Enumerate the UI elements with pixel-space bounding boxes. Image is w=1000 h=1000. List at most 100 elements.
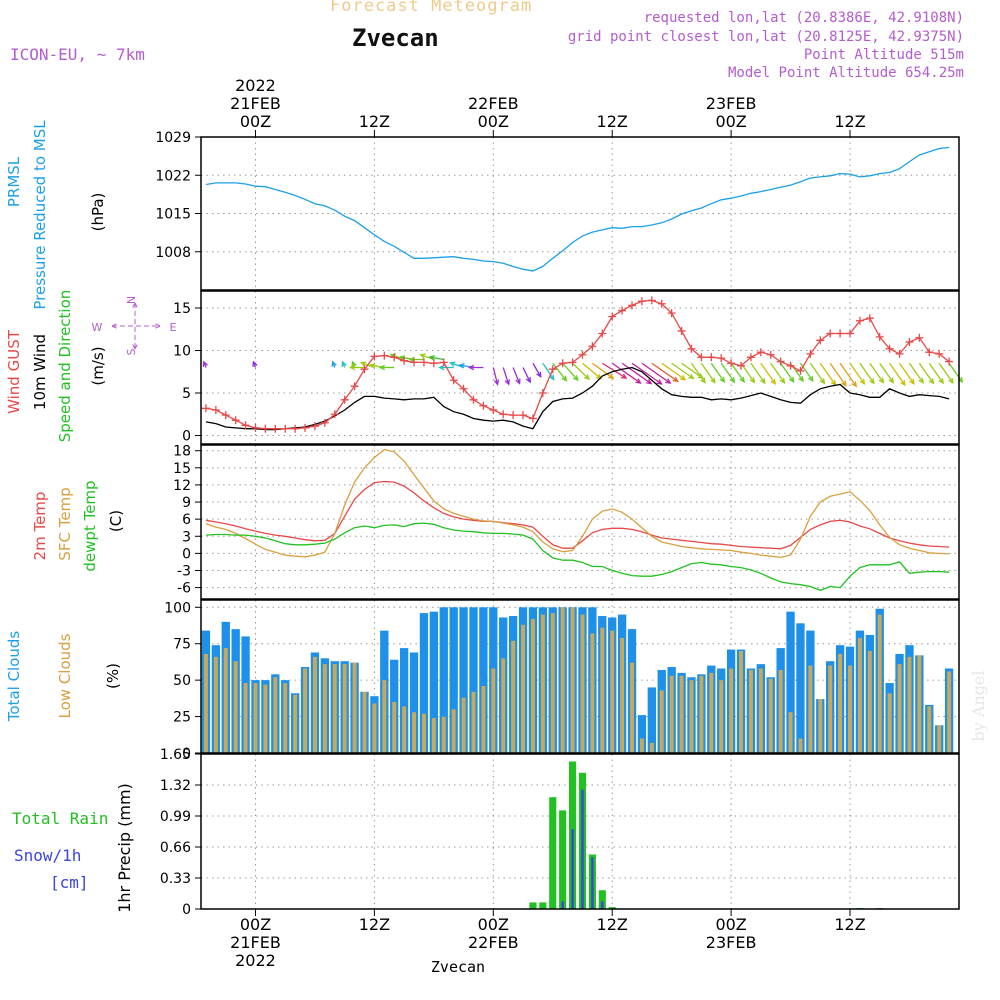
- gust-marker: [826, 329, 835, 338]
- low-cloud-bar: [828, 665, 833, 753]
- wind-arrow-head: [408, 356, 415, 363]
- low-cloud-bar: [352, 662, 357, 753]
- wind-arrow-head: [428, 355, 435, 361]
- low-cloud-bar: [332, 664, 337, 753]
- rain-bar: [539, 902, 547, 909]
- low-cloud-bar: [372, 703, 377, 753]
- gust-marker: [806, 349, 815, 358]
- wind-arrow-head: [938, 377, 944, 385]
- bottom-time-label: 2022: [235, 951, 276, 970]
- gust-marker: [895, 349, 904, 358]
- pressure-panel: 1008 1015 1022 1029 PRMSL Pressure Reduced to…: [5, 120, 960, 310]
- low-cloud-bar: [293, 694, 298, 753]
- low-cloud-bar: [669, 675, 674, 753]
- low-cloud-bar: [382, 680, 387, 753]
- gust-marker: [915, 333, 924, 342]
- y-tick-label: 75: [173, 637, 191, 653]
- low-cloud-bar: [511, 640, 516, 753]
- wind-arrow-head: [348, 364, 356, 371]
- wind-direction-arrow: [879, 362, 894, 383]
- gust-marker: [885, 344, 894, 353]
- gust-marker: [429, 359, 438, 368]
- y-tick-label: 1022: [155, 168, 191, 184]
- low-cloud-bar: [808, 665, 813, 753]
- wind-direction-arrow: [572, 362, 590, 380]
- wind-direction-arrow: [532, 362, 542, 378]
- gust-marker: [677, 326, 686, 335]
- y-axis-label: 1hr Precip (mm): [115, 783, 134, 913]
- wind-arrow-head: [710, 377, 716, 384]
- y-axis-label: Low Clouds: [56, 633, 74, 718]
- y-axis-label: dewpt Temp: [81, 480, 99, 571]
- low-cloud-bar: [857, 637, 862, 753]
- y-axis-label: 2m Temp: [31, 492, 49, 561]
- wind-direction-arrow: [720, 362, 735, 383]
- y-tick-label: 15: [173, 301, 191, 317]
- wind-direction-arrow: [661, 362, 686, 381]
- compass-north: N: [125, 296, 138, 304]
- low-cloud-bar: [530, 618, 535, 753]
- low-cloud-bar: [867, 651, 872, 753]
- gust-marker: [875, 332, 884, 341]
- total-cloud-bar: [637, 715, 647, 753]
- gust-marker: [221, 411, 230, 420]
- total-cloud-bar: [479, 607, 488, 753]
- wind-direction-arrow: [562, 362, 579, 381]
- wind-direction-arrow: [780, 362, 795, 383]
- low-cloud-bar: [501, 658, 506, 753]
- gust-marker: [548, 365, 557, 374]
- gust-marker: [330, 410, 339, 419]
- legend-snow-unit: [cm]: [50, 873, 89, 892]
- y-axis-label: Total Clouds: [5, 631, 23, 723]
- bottom-time-label: 12Z: [834, 915, 865, 934]
- gust-marker: [935, 349, 944, 358]
- wind-direction-arrow: [899, 362, 915, 385]
- low-cloud-bar: [521, 624, 526, 753]
- low-cloud-bar: [659, 690, 664, 753]
- rain-bar: [608, 907, 616, 909]
- gust-marker: [479, 401, 488, 410]
- gust-marker: [558, 359, 567, 368]
- wind-arrow-head: [869, 378, 875, 385]
- low-cloud-bar: [303, 668, 308, 753]
- wind-arrow-head: [369, 363, 376, 369]
- wind-arrow-head: [680, 374, 687, 381]
- y-tick-label: 0: [182, 429, 191, 445]
- low-cloud-bar: [253, 683, 258, 753]
- low-cloud-bar: [877, 614, 882, 753]
- low-cloud-bar: [699, 675, 704, 753]
- location-title: Zvecan: [352, 24, 439, 52]
- gust-marker: [281, 424, 290, 433]
- wind-arrow-head: [697, 373, 704, 379]
- y-tick-label: 18: [173, 444, 191, 460]
- wind-direction-arrow: [839, 362, 857, 387]
- gust-marker: [410, 358, 419, 367]
- y-tick-label: 25: [173, 710, 191, 726]
- low-cloud-bar: [312, 656, 317, 753]
- y-tick-label: 1015: [155, 207, 191, 223]
- y-tick-label: 3: [182, 529, 191, 545]
- wind-direction-arrow: [859, 362, 875, 384]
- gust-marker: [925, 348, 934, 357]
- model-label: ICON-EU, ~ 7km: [10, 45, 145, 64]
- wind-arrow-head: [688, 373, 695, 380]
- wind-arrow-head: [515, 378, 521, 385]
- wind-direction-arrow: [829, 362, 847, 387]
- gust-marker: [310, 422, 319, 431]
- rain-bar: [559, 810, 567, 909]
- bottom-time-label: 00Z: [715, 915, 746, 934]
- gust-marker: [499, 410, 508, 419]
- grid-point-coordinates: grid point closest lon,lat (20.8125E, 42…: [567, 29, 964, 45]
- top-time-label: 22FEB: [468, 94, 519, 113]
- snow-bar: [601, 901, 604, 909]
- rain-bar: [549, 797, 557, 909]
- low-cloud-bar: [263, 684, 268, 753]
- low-cloud-bar: [600, 627, 605, 753]
- gust-marker: [251, 423, 260, 432]
- snow-bar: [571, 829, 574, 909]
- gust-marker: [766, 350, 775, 359]
- gust-marker: [231, 416, 240, 425]
- wind-direction-arrow: [948, 362, 963, 383]
